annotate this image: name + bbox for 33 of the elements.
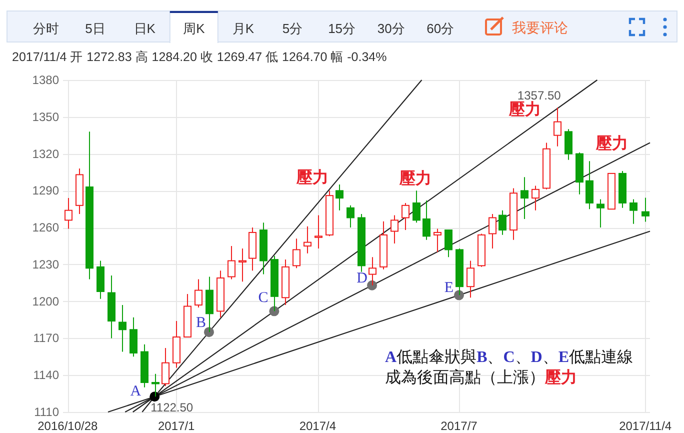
point bbox=[269, 306, 280, 316]
annotation: A bbox=[130, 384, 142, 400]
annotation: 成為後面高點（上漲）壓力 bbox=[385, 369, 577, 386]
x-tick-label: 2017/1 bbox=[158, 419, 196, 433]
annotation: 壓力 bbox=[296, 168, 329, 186]
annotation: D bbox=[356, 270, 368, 286]
point bbox=[204, 327, 214, 338]
x-tick-label: 2017/7 bbox=[440, 419, 478, 433]
point bbox=[367, 280, 378, 290]
annotation: C bbox=[258, 290, 268, 306]
y-tick-label: 1230 bbox=[32, 257, 60, 272]
annotation: 壓力 bbox=[398, 169, 432, 188]
y-tick-label: 1140 bbox=[33, 368, 60, 382]
point bbox=[454, 290, 464, 300]
point bbox=[150, 392, 160, 402]
annotation: 1122.50 bbox=[150, 400, 194, 415]
annotation: A低點傘狀與B、C、D、E低點連線 bbox=[385, 348, 634, 366]
y-tick-label: 1350 bbox=[32, 110, 60, 124]
x-tick-label: 2016/10/28 bbox=[38, 419, 98, 433]
annotation: E bbox=[444, 280, 454, 296]
y-tick-label: 1110 bbox=[34, 405, 60, 419]
x-tick-label: 2017/4 bbox=[299, 419, 336, 433]
y-tick-label: 1260 bbox=[32, 220, 60, 235]
y-tick-label: 1290 bbox=[32, 184, 60, 198]
x-tick-label: 2017/11/4 bbox=[619, 419, 672, 433]
annotation: 壓力 bbox=[595, 134, 628, 152]
annotation: B bbox=[196, 315, 206, 332]
y-tick-label: 1380 bbox=[32, 73, 60, 87]
chart-subtitle: 2017/11/4 开 1272.83 高 1284.20 收 1269.47 低 1264.70 幅 -0.34% bbox=[12, 49, 387, 64]
y-tick-label: 1170 bbox=[33, 331, 60, 346]
y-tick-label: 1200 bbox=[32, 294, 60, 308]
y-tick-label: 1320 bbox=[32, 146, 60, 161]
annotation: 壓力 bbox=[508, 100, 541, 118]
